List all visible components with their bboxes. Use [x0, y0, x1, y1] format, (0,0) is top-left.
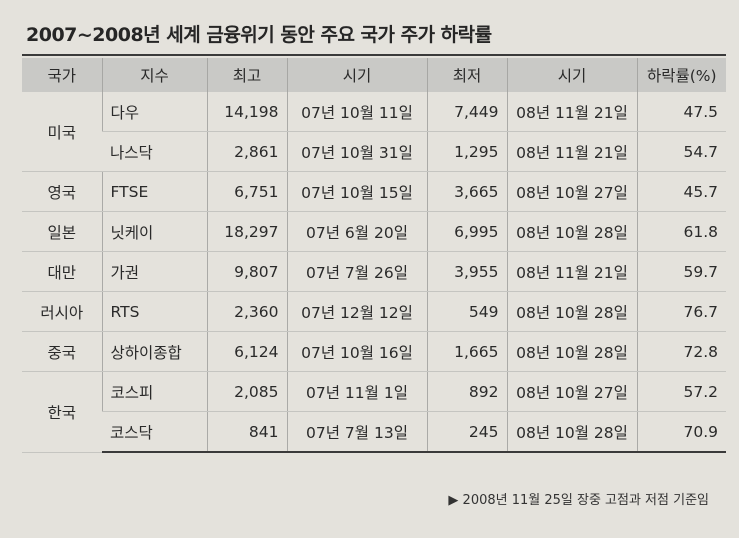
- header-low: 최저: [426, 58, 507, 92]
- drop-rate-cell: 70.9: [636, 411, 726, 453]
- low-date-cell: 08년 10월 28일: [506, 411, 637, 453]
- high-cell: 2,360: [206, 291, 287, 332]
- index-cell: 다우: [101, 92, 207, 132]
- low-cell: 3,955: [426, 251, 507, 292]
- table-title: 2007~2008년 세계 금융위기 동안 주요 국가 주가 하락률: [26, 24, 492, 46]
- drop-rate-cell: 54.7: [636, 131, 726, 172]
- header-high: 최고: [206, 58, 287, 92]
- table-body: 미국 다우 14,198 07년 10월 11일 7,449 08년 11월 2…: [22, 92, 726, 453]
- country-cell: 미국: [22, 92, 102, 172]
- high-date-cell: 07년 7월 26일: [286, 251, 427, 292]
- country-cell: 대만: [22, 251, 102, 292]
- index-cell: 코스닥: [102, 411, 207, 453]
- low-cell: 549: [426, 291, 507, 332]
- table-row: 영국 FTSE 6,751 07년 10월 15일 3,665 08년 10월 …: [22, 171, 726, 212]
- high-date-cell: 07년 10월 11일: [286, 92, 427, 132]
- stock-decline-table: 국가 지수 최고 시기 최저 시기 하락률(%) 미국 다우 14,198 07…: [22, 58, 726, 453]
- drop-rate-cell: 47.5: [636, 92, 726, 132]
- index-cell: FTSE: [101, 171, 207, 212]
- header-index: 지수: [101, 58, 207, 92]
- low-cell: 7,449: [426, 92, 507, 132]
- high-date-cell: 07년 7월 13일: [286, 411, 427, 453]
- low-date-cell: 08년 11월 21일: [506, 251, 637, 292]
- high-cell: 18,297: [206, 211, 287, 252]
- table-row: 중국 상하이종합 6,124 07년 10월 16일 1,665 08년 10월…: [22, 331, 726, 372]
- low-cell: 892: [426, 371, 507, 412]
- header-country: 국가: [22, 58, 102, 92]
- low-cell: 3,665: [426, 171, 507, 212]
- low-date-cell: 08년 10월 28일: [506, 211, 637, 252]
- high-cell: 14,198: [206, 92, 287, 132]
- index-cell: 상하이종합: [101, 331, 207, 372]
- low-date-cell: 08년 11월 21일: [506, 92, 637, 132]
- table-row: 대만 가권 9,807 07년 7월 26일 3,955 08년 11월 21일…: [22, 251, 726, 292]
- low-cell: 1,295: [426, 131, 507, 172]
- low-date-cell: 08년 10월 28일: [506, 291, 637, 332]
- drop-rate-cell: 57.2: [636, 371, 726, 412]
- table-row: 코스닥 841 07년 7월 13일 245 08년 10월 28일 70.9: [22, 411, 726, 453]
- header-low-date: 시기: [506, 58, 637, 92]
- high-date-cell: 07년 10월 16일: [286, 331, 427, 372]
- header-high-date: 시기: [286, 58, 427, 92]
- index-cell: 닛케이: [101, 211, 207, 252]
- low-date-cell: 08년 10월 27일: [506, 371, 637, 412]
- high-cell: 2,085: [206, 371, 287, 412]
- table-row: 미국 다우 14,198 07년 10월 11일 7,449 08년 11월 2…: [22, 92, 726, 172]
- low-cell: 1,665: [426, 331, 507, 372]
- low-date-cell: 08년 10월 27일: [506, 171, 637, 212]
- footnote: ▶ 2008년 11월 25일 장중 고점과 저점 기준임: [448, 493, 709, 508]
- country-cell: 영국: [22, 171, 102, 212]
- low-cell: 245: [426, 411, 507, 453]
- table-row: 러시아 RTS 2,360 07년 12월 12일 549 08년 10월 28…: [22, 291, 726, 332]
- title-rule: [22, 54, 726, 56]
- drop-rate-cell: 61.8: [636, 211, 726, 252]
- low-date-cell: 08년 11월 21일: [506, 131, 637, 172]
- header-row: 국가 지수 최고 시기 최저 시기 하락률(%): [22, 58, 726, 92]
- high-date-cell: 07년 10월 31일: [286, 131, 427, 172]
- high-cell: 2,861: [206, 131, 287, 172]
- index-cell: 코스피: [101, 371, 207, 412]
- high-date-cell: 07년 12월 12일: [286, 291, 427, 332]
- drop-rate-cell: 76.7: [636, 291, 726, 332]
- country-cell: 일본: [22, 211, 102, 252]
- high-cell: 841: [206, 411, 287, 453]
- country-cell: 중국: [22, 331, 102, 372]
- high-cell: 6,124: [206, 331, 287, 372]
- low-date-cell: 08년 10월 28일: [506, 331, 637, 372]
- drop-rate-cell: 45.7: [636, 171, 726, 212]
- high-date-cell: 07년 11월 1일: [286, 371, 427, 412]
- table-row: 일본 닛케이 18,297 07년 6월 20일 6,995 08년 10월 2…: [22, 211, 726, 252]
- low-cell: 6,995: [426, 211, 507, 252]
- table-row: 나스닥 2,861 07년 10월 31일 1,295 08년 11월 21일 …: [22, 131, 726, 172]
- header-drop-rate: 하락률(%): [636, 58, 726, 92]
- high-cell: 6,751: [206, 171, 287, 212]
- high-cell: 9,807: [206, 251, 287, 292]
- country-cell: 한국: [22, 371, 102, 453]
- high-date-cell: 07년 6월 20일: [286, 211, 427, 252]
- drop-rate-cell: 72.8: [636, 331, 726, 372]
- table-row: 한국 코스피 2,085 07년 11월 1일 892 08년 10월 27일 …: [22, 371, 726, 453]
- country-cell: 러시아: [22, 291, 102, 332]
- drop-rate-cell: 59.7: [636, 251, 726, 292]
- index-cell: 나스닥: [102, 131, 207, 172]
- high-date-cell: 07년 10월 15일: [286, 171, 427, 212]
- index-cell: 가권: [101, 251, 207, 292]
- index-cell: RTS: [101, 291, 207, 332]
